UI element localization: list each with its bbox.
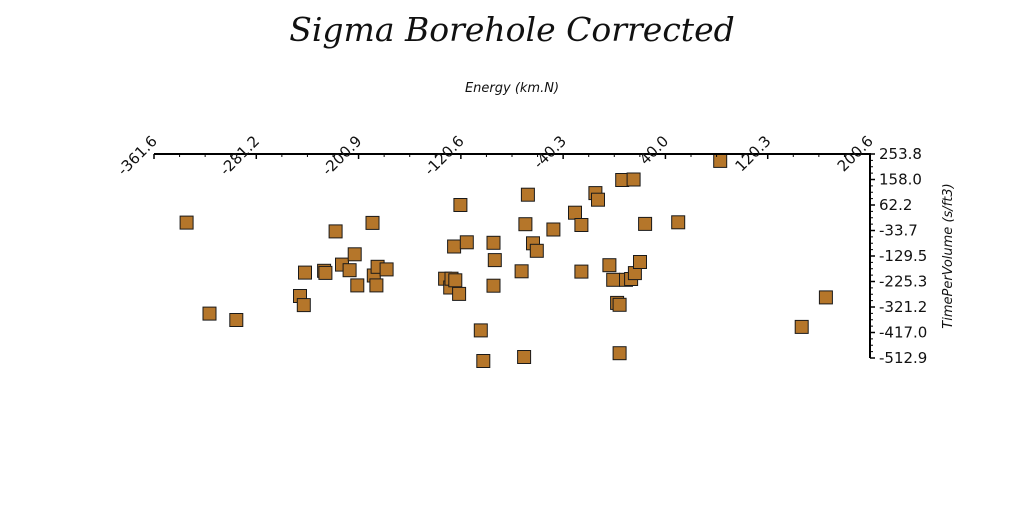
data-point	[298, 265, 312, 280]
data-point	[671, 215, 686, 230]
data-point	[202, 306, 217, 321]
data-point	[638, 216, 653, 231]
data-point	[350, 278, 365, 293]
chart-title: Sigma Borehole Corrected	[289, 10, 735, 49]
data-point	[347, 247, 362, 262]
y-tick-label: 158.0	[879, 171, 922, 189]
data-point	[520, 187, 535, 202]
y-axis-ticks: 253.8 158.0 62.2 -33.7 -129.5 -225.3 -321.2 -41…	[870, 145, 927, 367]
data-point	[296, 298, 311, 313]
data-point	[517, 350, 532, 364]
data-point	[606, 272, 621, 287]
y-tick-label: -129.5	[879, 247, 927, 265]
data-point	[612, 346, 627, 361]
data-point	[633, 255, 647, 269]
data-point	[486, 278, 501, 293]
x-tick-label: -40.3	[530, 132, 570, 172]
x-tick-label: 40.0	[636, 132, 672, 168]
data-point	[574, 218, 589, 232]
data-point	[486, 235, 501, 250]
data-point	[591, 192, 605, 207]
y-tick-label: -225.3	[879, 273, 927, 291]
data-point	[365, 215, 380, 230]
x-axis-title: Energy (km.N)	[465, 81, 559, 96]
y-tick-label: 253.8	[879, 145, 922, 163]
data-point	[459, 235, 474, 250]
data-point	[568, 205, 582, 220]
data-point	[794, 319, 809, 334]
data-points	[179, 153, 833, 368]
data-point	[328, 224, 343, 239]
data-point	[546, 222, 561, 237]
data-point	[342, 263, 357, 278]
y-tick-label: -512.9	[879, 349, 927, 367]
data-point	[318, 265, 333, 280]
y-tick-label: -417.0	[879, 324, 927, 342]
data-point	[476, 354, 491, 368]
data-point	[229, 313, 244, 327]
data-point	[379, 262, 394, 277]
data-point	[602, 258, 617, 273]
data-point	[447, 239, 462, 254]
data-point	[518, 217, 533, 232]
y-axis-title: TimePerVolume (s/ft3)	[941, 183, 956, 328]
data-point	[473, 323, 488, 338]
data-point	[713, 153, 728, 168]
data-point	[179, 215, 194, 230]
data-point	[612, 297, 627, 312]
data-point	[529, 243, 544, 258]
y-tick-label: -321.2	[879, 298, 927, 316]
data-point	[626, 172, 641, 187]
data-point	[452, 286, 467, 301]
y-tick-label: 62.2	[879, 196, 912, 214]
data-point	[487, 253, 502, 268]
data-point	[514, 264, 529, 279]
data-point	[453, 198, 468, 212]
data-point	[574, 264, 589, 279]
y-tick-label: -33.7	[879, 222, 918, 240]
data-point	[818, 290, 833, 305]
x-axis-ticks: -361.6 -281.2 -200.9 -120.6 -40.3 40.0 120.3 20…	[114, 132, 877, 179]
data-point	[369, 278, 384, 293]
data-point	[448, 273, 463, 288]
